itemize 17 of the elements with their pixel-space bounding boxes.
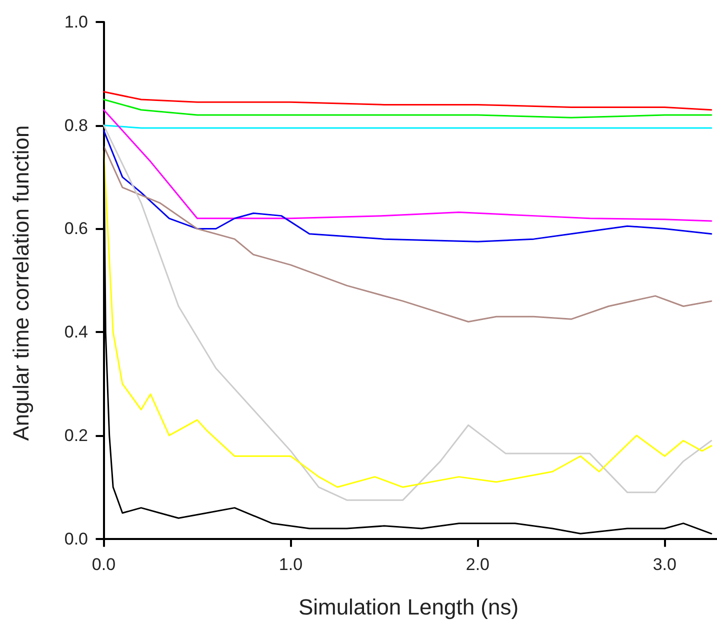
- line-series: [102, 130, 712, 242]
- x-tick-label: 1.0: [278, 555, 303, 574]
- x-tick-label: 2.0: [466, 555, 490, 574]
- y-tick-label: 0.2: [64, 426, 88, 445]
- x-tick-label: 0.0: [92, 555, 116, 574]
- y-tick-label: 0.4: [64, 322, 88, 342]
- y-tick-label: 1.0: [64, 12, 88, 32]
- y-axis-title: Angular time correlation function: [8, 125, 34, 441]
- y-tick-label: 0.8: [64, 116, 88, 135]
- line-series: [102, 98, 712, 118]
- x-axis-title: Simulation Length (ns): [298, 594, 519, 620]
- y-tick-label: 0.0: [64, 529, 88, 548]
- line-series: [102, 91, 712, 111]
- line-series: [102, 145, 712, 323]
- line-series: [102, 109, 712, 222]
- y-tick-label: 0.6: [64, 219, 88, 238]
- x-tick-label: 3.0: [652, 555, 676, 574]
